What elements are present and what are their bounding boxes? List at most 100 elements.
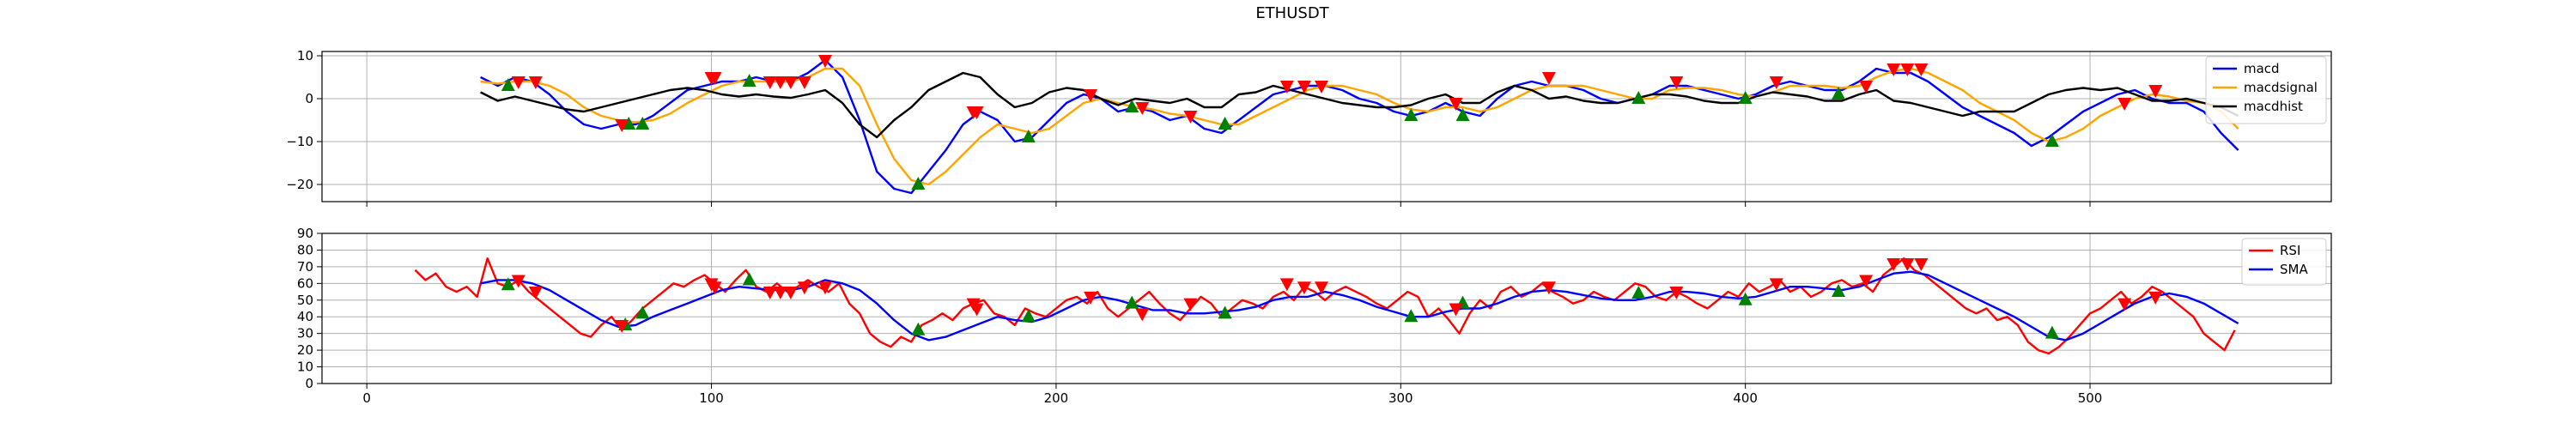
buy-marker	[1404, 108, 1419, 121]
y-tick-label: 60	[297, 275, 313, 291]
sell-marker	[1135, 308, 1150, 322]
buy-marker	[911, 177, 926, 190]
series-line-RSI	[414, 257, 2236, 355]
buy-marker	[1218, 305, 1232, 319]
buy-marker	[635, 305, 650, 319]
figure-title: ETHUSDT	[1255, 4, 1329, 22]
buy-marker	[2044, 134, 2059, 147]
sell-marker	[969, 303, 984, 317]
x-tick-label: 400	[1733, 390, 1758, 406]
series-line-macdhist	[480, 71, 2239, 139]
sell-marker	[762, 287, 777, 300]
sell-marker	[1886, 63, 1901, 76]
sell-marker	[1859, 81, 1874, 94]
buy-marker	[1832, 87, 1846, 100]
sell-marker	[1183, 298, 1198, 311]
series-line-macd	[480, 58, 2239, 195]
sell-marker	[1541, 281, 1556, 295]
sell-marker	[1297, 81, 1311, 94]
buy-marker	[501, 78, 515, 91]
sell-marker	[1449, 303, 1463, 317]
sell-marker	[797, 281, 811, 295]
sell-marker	[1314, 81, 1328, 94]
sell-marker	[1084, 89, 1098, 102]
buy-marker	[1738, 292, 1753, 305]
sell-marker	[708, 72, 722, 85]
sell-marker	[818, 55, 833, 68]
y-tick-label: −20	[286, 177, 313, 192]
y-tick-label: 20	[297, 342, 313, 358]
y-tick-label: 40	[297, 309, 313, 324]
sell-marker	[1769, 278, 1783, 292]
sell-marker	[1900, 63, 1915, 76]
sell-marker	[2117, 98, 2132, 111]
buy-marker	[635, 117, 650, 130]
buy-marker	[2044, 325, 2059, 339]
sell-marker	[528, 287, 543, 300]
x-tick-label: 300	[1388, 390, 1413, 406]
axes-frame	[321, 51, 2332, 202]
buy-marker	[1125, 100, 1139, 112]
legend-label: macdsignal	[2244, 80, 2318, 95]
y-tick-label: 90	[297, 226, 313, 241]
sell-marker	[1279, 278, 1294, 292]
sell-marker	[615, 319, 629, 333]
legend: RSI SMA	[2241, 238, 2327, 286]
buy-marker	[1631, 91, 1646, 104]
buy-marker	[1832, 284, 1846, 298]
sell-marker	[773, 76, 787, 89]
sell-marker	[1900, 258, 1915, 271]
sell-marker	[511, 76, 526, 89]
legend-label: macdhist	[2244, 99, 2303, 114]
sell-marker	[1314, 281, 1328, 295]
y-tick-label: 0	[305, 376, 313, 391]
x-tick-label: 200	[1044, 390, 1069, 406]
buy-marker	[742, 74, 756, 87]
sell-marker	[2148, 85, 2163, 98]
sell-marker	[1914, 258, 1929, 271]
y-tick-label: 70	[297, 259, 313, 275]
legend-label: macd	[2244, 61, 2280, 76]
buy-marker	[1738, 91, 1753, 104]
sell-marker	[1669, 287, 1684, 300]
sell-marker	[1183, 111, 1198, 124]
buy-marker	[1455, 108, 1470, 121]
sell-marker	[511, 275, 526, 288]
legend-label: SMA	[2280, 262, 2308, 277]
y-tick-label: 50	[297, 293, 313, 308]
sell-marker	[773, 287, 787, 300]
buy-marker	[1404, 309, 1419, 323]
sell-marker	[2117, 298, 2132, 311]
sell-marker	[783, 76, 798, 89]
y-tick-label: 10	[297, 360, 313, 375]
sell-marker	[615, 119, 629, 132]
sell-marker	[1859, 275, 1874, 288]
sell-marker	[1449, 98, 1463, 111]
sell-marker	[762, 76, 777, 89]
buy-marker	[501, 277, 515, 291]
sell-marker	[1135, 102, 1150, 115]
buy-marker	[1021, 309, 1036, 323]
y-tick-label: −10	[286, 134, 313, 149]
x-tick-label: 0	[362, 390, 371, 406]
buy-marker	[622, 117, 636, 130]
sell-marker	[797, 76, 811, 89]
sell-marker	[1541, 72, 1556, 85]
sell-marker	[2148, 291, 2163, 305]
axes-frame	[321, 233, 2332, 384]
series-line-SMA	[480, 270, 2239, 341]
y-tick-label: 80	[297, 242, 313, 257]
sell-marker	[1297, 281, 1311, 295]
sell-marker	[1669, 76, 1684, 89]
legend-label: RSI	[2280, 243, 2300, 258]
x-tick-label: 500	[2078, 390, 2103, 406]
y-tick-label: 10	[297, 48, 313, 63]
sell-marker	[528, 76, 543, 89]
x-tick-label: 100	[699, 390, 724, 406]
legend: macd macdsignal macdhist	[2205, 56, 2327, 124]
buy-marker	[1218, 117, 1232, 130]
buy-marker	[1021, 130, 1036, 142]
sell-marker	[1769, 76, 1783, 89]
